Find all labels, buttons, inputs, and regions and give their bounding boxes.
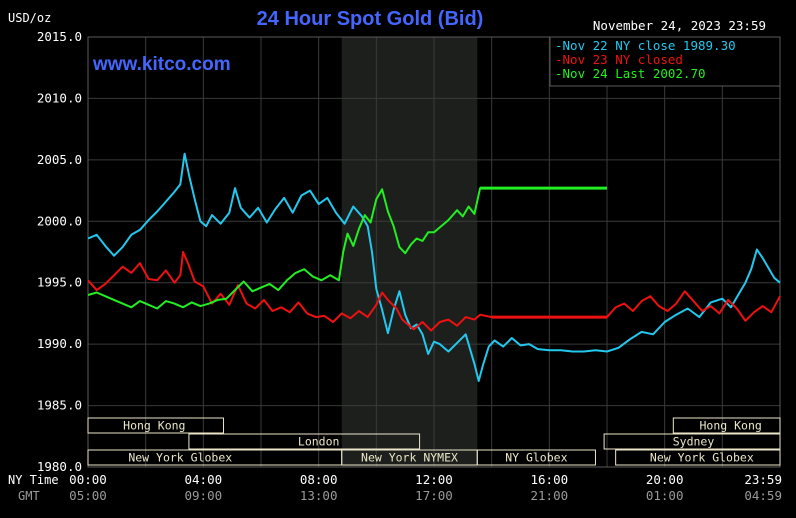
x-tick-label-ny: 12:00 [415, 472, 453, 487]
timestamp: November 24, 2023 23:59 [593, 18, 766, 33]
nymex-highlight-band [341, 37, 478, 467]
x-tick-label-ny: 04:00 [185, 472, 223, 487]
y-tick-label: 2015.0 [37, 29, 82, 44]
plot-frame [87, 36, 781, 468]
x-tick-label-gmt: 17:00 [415, 488, 453, 503]
y-tick-label: 2010.0 [37, 90, 82, 105]
legend-box [549, 36, 781, 87]
chart-title: 24 Hour Spot Gold (Bid) [257, 8, 484, 30]
x-tick-label-ny: 08:00 [300, 472, 338, 487]
x-tick-label-ny: 23:59 [744, 472, 782, 487]
legend-entry: -Nov 24 Last 2002.70 [555, 66, 706, 81]
session-label: Hong Kong [123, 419, 185, 433]
session-box [476, 449, 596, 466]
session-box [188, 433, 421, 450]
session-box [603, 433, 781, 450]
session-label: New York Globex [128, 451, 232, 465]
session-box [672, 417, 781, 434]
x-tick-label-gmt: 04:59 [744, 488, 782, 503]
unit-label: USD/oz [8, 11, 51, 25]
session-label: Hong Kong [700, 419, 762, 433]
x-tick-label-gmt: 09:00 [185, 488, 223, 503]
session-label: New York Globex [650, 451, 754, 465]
session-label: London [298, 435, 340, 449]
y-tick-label: 1990.0 [37, 336, 82, 351]
y-tick-label: 1980.0 [37, 459, 82, 474]
session-box [87, 417, 225, 434]
y-tick-label: 2000.0 [37, 213, 82, 228]
y-tick-label: 2005.0 [37, 152, 82, 167]
x-tick-label-gmt: 01:00 [646, 488, 684, 503]
x-tick-label-gmt: 21:00 [531, 488, 569, 503]
y-tick-label: 1985.0 [37, 398, 82, 413]
legend-entry: -Nov 22 NY close 1989.30 [555, 38, 736, 53]
y-tick-label: 1995.0 [37, 275, 82, 290]
x-row-label-gmt: GMT [18, 489, 40, 503]
legend: -Nov 22 NY close 1989.30-Nov 23 NY close… [549, 36, 781, 87]
series-line [87, 251, 781, 332]
series-line [87, 187, 607, 310]
session-box [615, 449, 781, 466]
series-line [87, 152, 781, 382]
session-label: New York NYMEX [361, 451, 458, 465]
x-tick-label-ny: 00:00 [69, 472, 107, 487]
x-tick-label-gmt: 05:00 [69, 488, 107, 503]
session-label: NY Globex [505, 451, 567, 465]
x-tick-label-ny: 20:00 [646, 472, 684, 487]
x-row-label-ny: NY Time [8, 473, 59, 487]
watermark: www.kitco.com [92, 54, 231, 75]
session-label: Sydney [673, 435, 715, 449]
legend-entry: -Nov 23 NY closed [555, 52, 683, 67]
x-tick-label-ny: 16:00 [531, 472, 569, 487]
x-tick-label-gmt: 13:00 [300, 488, 338, 503]
